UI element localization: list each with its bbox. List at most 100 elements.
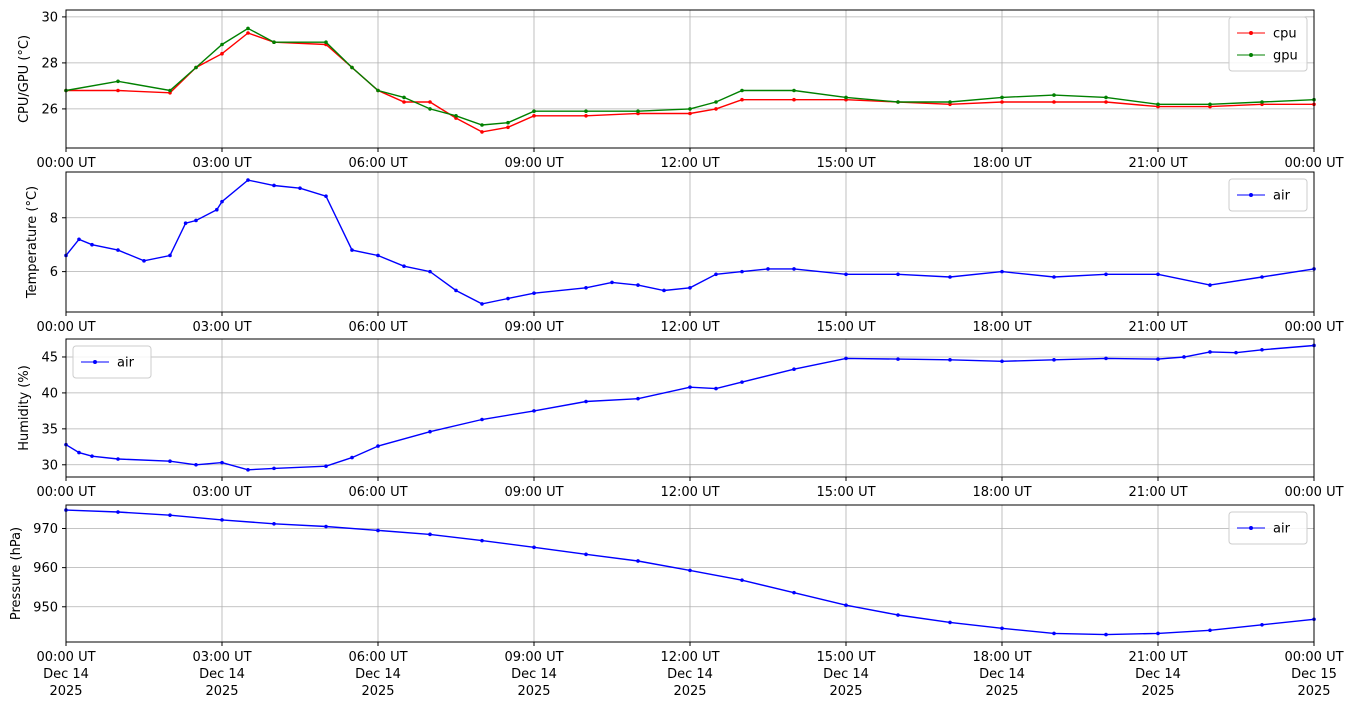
- data-point: [1104, 95, 1108, 100]
- data-point: [714, 386, 718, 391]
- data-point: [688, 568, 692, 573]
- data-point: [1208, 283, 1212, 287]
- data-point: [376, 253, 380, 258]
- x-tick-label: 00:00 UT: [1284, 650, 1343, 665]
- x-tick-label: 18:00 UT: [972, 485, 1031, 500]
- data-point: [428, 429, 432, 434]
- x-tick-date-label: Dec 14: [355, 667, 401, 682]
- data-point: [532, 114, 536, 118]
- data-point: [1104, 272, 1108, 277]
- x-tick-year-label: 2025: [1141, 684, 1174, 699]
- data-point: [324, 524, 328, 529]
- x-tick-label: 09:00 UT: [504, 320, 563, 335]
- x-tick-label: 03:00 UT: [192, 320, 251, 335]
- data-point: [168, 253, 172, 258]
- data-point: [1208, 102, 1212, 107]
- data-point: [183, 221, 188, 225]
- legend-swatch-marker: [93, 360, 97, 364]
- data-point: [376, 444, 380, 448]
- grid: [65, 339, 1315, 477]
- data-point: [584, 399, 588, 404]
- x-tick-year-label: 2025: [361, 684, 394, 699]
- data-point: [636, 559, 640, 563]
- data-point: [948, 275, 952, 279]
- data-point: [688, 111, 692, 116]
- series-line: [65, 27, 1315, 126]
- data-point: [688, 107, 692, 111]
- data-point: [1156, 631, 1160, 636]
- data-point: [1182, 355, 1186, 359]
- data-point: [636, 396, 640, 401]
- data-point: [168, 88, 172, 93]
- data-point: [194, 65, 198, 70]
- data-point: [480, 130, 484, 134]
- data-point: [896, 613, 900, 617]
- data-point: [1156, 357, 1160, 361]
- y-tick-label: 35: [41, 422, 58, 437]
- x-tick-label: 00:00 UT: [36, 156, 95, 171]
- legend-swatch-marker: [1249, 526, 1253, 530]
- x-tick-label: 00:00 UT: [1284, 156, 1343, 171]
- data-point: [714, 272, 718, 277]
- data-point: [376, 528, 380, 533]
- x-tick-label: 12:00 UT: [660, 156, 719, 171]
- data-point: [1104, 100, 1108, 104]
- grid: [65, 505, 1315, 642]
- data-point: [90, 454, 94, 458]
- data-point: [77, 237, 81, 242]
- data-point: [168, 459, 172, 463]
- data-point: [1000, 359, 1004, 364]
- data-point: [376, 88, 380, 93]
- x-tick-label: 15:00 UT: [816, 650, 875, 665]
- legend-swatch-marker: [1249, 31, 1253, 35]
- data-point: [844, 95, 848, 100]
- data-point: [298, 186, 302, 190]
- y-tick-label: 28: [41, 56, 58, 71]
- legend-label: air: [1273, 189, 1291, 204]
- legend: cpu gpu: [1228, 16, 1308, 72]
- data-point: [740, 97, 744, 102]
- data-point: [428, 269, 432, 274]
- data-point: [1000, 269, 1004, 274]
- x-tick-year-label: 2025: [829, 684, 862, 699]
- x-tick-date-label: Dec 14: [1135, 667, 1181, 682]
- data-point: [792, 590, 796, 595]
- data-point: [844, 356, 848, 361]
- x-tick-label: 06:00 UT: [348, 156, 407, 171]
- legend-swatch-marker: [1249, 193, 1253, 197]
- data-point: [194, 218, 198, 223]
- y-tick-label: 40: [41, 386, 58, 401]
- series-line: [66, 32, 1314, 133]
- x-tick-label: 00:00 UT: [1284, 320, 1343, 335]
- x-tick-label: 15:00 UT: [816, 320, 875, 335]
- x-tick-label: 12:00 UT: [660, 320, 719, 335]
- y-axis-label: Temperature (°C): [25, 186, 40, 299]
- data-point: [740, 578, 744, 582]
- y-axis-label: CPU/GPU (°C): [17, 35, 32, 123]
- data-point: [168, 513, 172, 517]
- data-point: [142, 259, 146, 263]
- data-point: [428, 532, 432, 537]
- x-tick-label: 00:00 UT: [36, 650, 95, 665]
- x-tick-label: 00:00 UT: [1284, 485, 1343, 500]
- data-point: [1104, 632, 1108, 637]
- x-tick-label: 00:00 UT: [36, 485, 95, 500]
- data-point: [506, 120, 510, 125]
- panel-4: 950 960 970 Pressure (hPa) 00:00 UT Dec 14 202…: [9, 504, 1344, 699]
- x-tick-label: 21:00 UT: [1128, 156, 1187, 171]
- data-point: [896, 357, 900, 361]
- panel-2: 6 8 Temperature (°C) 00:00 UT 03:00 UT 06:00 …: [25, 171, 1344, 335]
- legend-label: gpu: [1273, 49, 1298, 64]
- x-tick-date-label: Dec 14: [979, 667, 1025, 682]
- legend: air: [1228, 178, 1308, 212]
- data-point: [220, 42, 224, 47]
- x-tick-label: 18:00 UT: [972, 650, 1031, 665]
- x-tick-label: 03:00 UT: [192, 650, 251, 665]
- x-tick-label: 15:00 UT: [816, 485, 875, 500]
- panel-3: 30 35 40 45 Humidity (%) 00:00 UT 03:00 UT 06:0…: [17, 338, 1344, 500]
- data-point: [688, 285, 692, 290]
- grid: [65, 172, 1315, 312]
- legend: air: [72, 345, 152, 379]
- data-point: [662, 288, 666, 293]
